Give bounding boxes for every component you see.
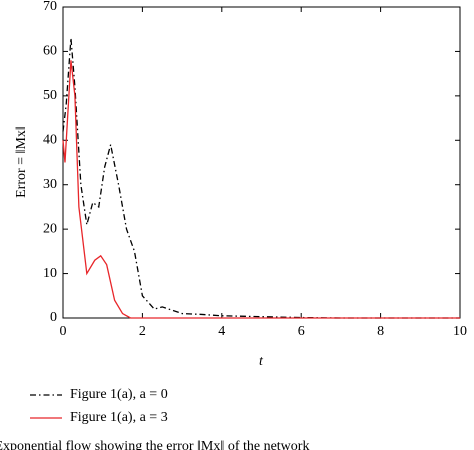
x-tick-label: 10 [453, 324, 467, 339]
y-tick-label: 20 [43, 221, 57, 236]
y-tick-label: 40 [43, 133, 57, 148]
legend-label: Figure 1(a), a = 0 [70, 387, 168, 402]
y-axis-label: Error = ‖Mx‖ [14, 126, 29, 198]
legend-label: Figure 1(a), a = 3 [70, 410, 168, 425]
y-tick-label: 10 [43, 266, 57, 281]
x-axis-label: t [259, 354, 264, 369]
x-tick-label: 6 [298, 324, 305, 339]
x-tick-label: 0 [60, 324, 67, 339]
y-tick-label: 60 [43, 44, 57, 59]
plot-frame [62, 6, 461, 319]
x-tick-label: 2 [139, 324, 146, 339]
y-tick-label: 50 [43, 88, 57, 103]
x-tick-label: 8 [377, 324, 384, 339]
y-tick-label: 30 [43, 177, 57, 192]
caption: Figure 3: Exponential flow showing the e… [0, 439, 309, 450]
y-tick-label: 70 [43, 0, 57, 14]
series-line [62, 60, 460, 319]
y-tick-label: 0 [50, 310, 57, 325]
series-line [62, 38, 460, 319]
x-tick-label: 4 [218, 324, 225, 339]
